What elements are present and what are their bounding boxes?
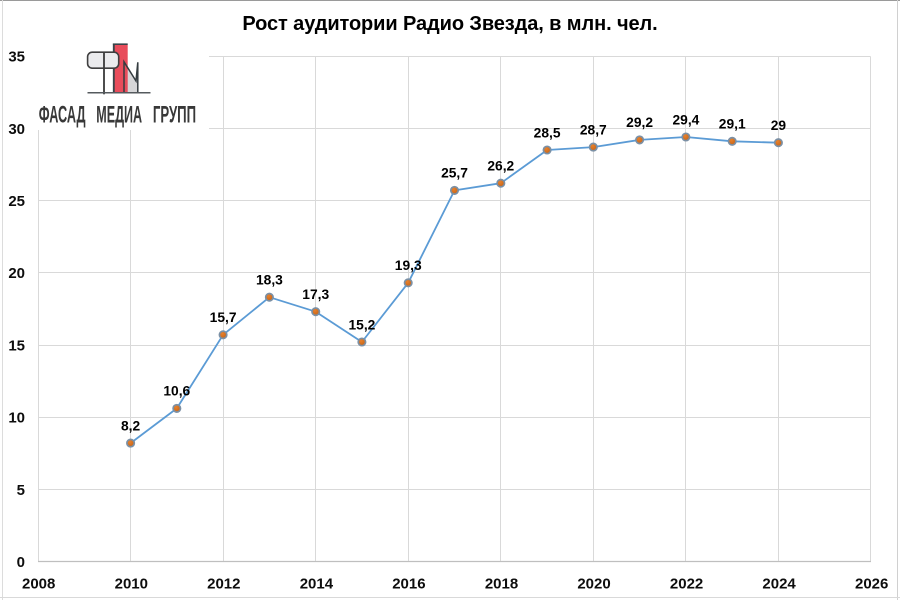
svg-text:15,7: 15,7 — [210, 310, 237, 325]
svg-text:Рост аудитории Радио Звезда, в: Рост аудитории Радио Звезда, в млн. чел. — [242, 13, 657, 35]
svg-text:35: 35 — [8, 49, 25, 66]
svg-text:29,4: 29,4 — [672, 112, 699, 127]
svg-text:0: 0 — [17, 554, 25, 571]
svg-text:28,5: 28,5 — [534, 125, 561, 140]
svg-text:30: 30 — [8, 121, 25, 138]
svg-text:10,6: 10,6 — [163, 384, 190, 399]
svg-text:2010: 2010 — [115, 575, 148, 592]
svg-text:10: 10 — [8, 410, 25, 427]
svg-text:2014: 2014 — [300, 575, 334, 592]
svg-text:28,7: 28,7 — [580, 122, 607, 137]
svg-text:15,2: 15,2 — [348, 317, 375, 332]
svg-text:2018: 2018 — [485, 575, 518, 592]
svg-text:25,7: 25,7 — [441, 166, 468, 181]
svg-text:2020: 2020 — [577, 575, 610, 592]
svg-text:20: 20 — [8, 265, 25, 282]
svg-text:2024: 2024 — [762, 575, 796, 592]
svg-text:29,2: 29,2 — [626, 115, 653, 130]
svg-text:2012: 2012 — [207, 575, 240, 592]
svg-text:ГРУПП: ГРУПП — [153, 102, 196, 128]
svg-text:2026: 2026 — [855, 575, 888, 592]
svg-text:25: 25 — [8, 193, 25, 210]
svg-text:2008: 2008 — [22, 575, 55, 592]
svg-text:2016: 2016 — [392, 575, 425, 592]
svg-text:19,3: 19,3 — [395, 258, 422, 273]
svg-text:МЕДИА: МЕДИА — [96, 102, 142, 128]
svg-text:5: 5 — [17, 482, 25, 499]
svg-text:ФАСАД: ФАСАД — [39, 102, 86, 128]
svg-text:29,1: 29,1 — [719, 117, 746, 132]
svg-text:26,2: 26,2 — [487, 159, 514, 174]
svg-text:17,3: 17,3 — [302, 287, 329, 302]
svg-text:18,3: 18,3 — [256, 273, 283, 288]
svg-text:8,2: 8,2 — [121, 418, 141, 433]
svg-text:2022: 2022 — [670, 575, 703, 592]
svg-text:15: 15 — [8, 337, 25, 354]
svg-text:29: 29 — [771, 118, 787, 133]
